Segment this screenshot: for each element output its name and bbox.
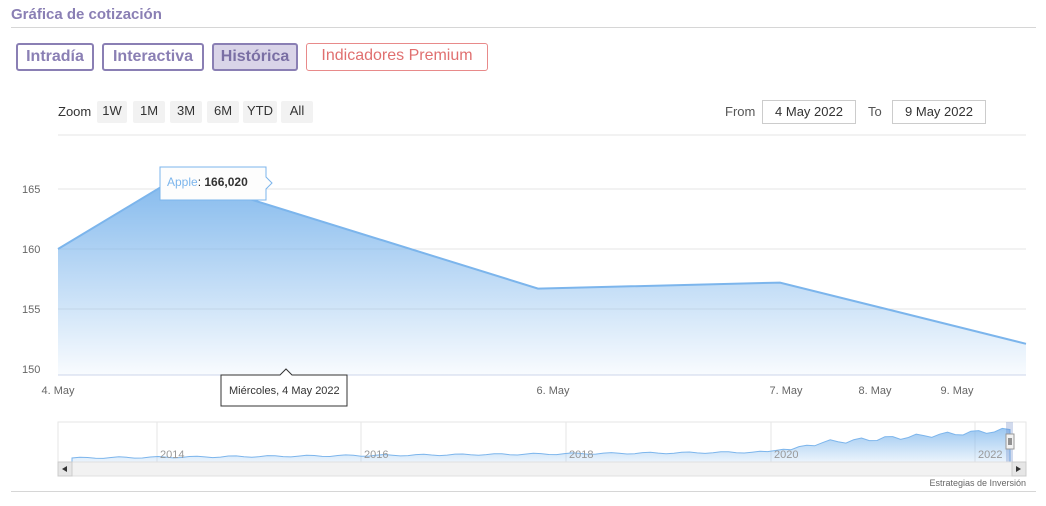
svg-text:Apple: 166,020: Apple: 166,020 [167, 175, 248, 189]
y-tick-label: 165 [22, 184, 40, 196]
title-divider [11, 27, 1036, 28]
navigator-year-label: 2014 [160, 449, 184, 461]
tooltip-date: Miércoles, 4 May 2022 [229, 385, 340, 397]
to-label: To [868, 104, 882, 119]
series-area [58, 176, 1026, 375]
zoom-1w-button[interactable]: 1W [97, 101, 127, 123]
scrollbar[interactable] [57, 461, 1027, 477]
zoom-1m-button[interactable]: 1M [133, 101, 165, 123]
to-date-input[interactable]: 9 May 2022 [892, 100, 986, 124]
navigator-year-label: 2020 [774, 449, 798, 461]
zoom-3m-button[interactable]: 3M [170, 101, 202, 123]
x-tick-label: 6. May [536, 385, 570, 397]
series-line [57, 175, 1027, 345]
y-tick-label: 155 [22, 304, 40, 316]
tooltip-series-name: Apple [167, 175, 198, 189]
navigator-year-label: 2018 [569, 449, 593, 461]
scroll-left-icon [62, 466, 67, 472]
y-tick-label: 150 [22, 364, 40, 376]
y-axis-labels: 150 155 160 165 [22, 184, 40, 376]
tab-interactiva[interactable]: Interactiva [102, 43, 204, 71]
zoom-label: Zoom [58, 104, 92, 119]
date-tooltip: Miércoles, 4 May 2022 [220, 368, 348, 407]
scroll-right-icon [1016, 466, 1021, 472]
x-tick-label: 8. May [858, 385, 892, 397]
y-tick-label: 160 [22, 244, 40, 256]
tab-indicadores-premium[interactable]: Indicadores Premium [306, 43, 488, 71]
x-tick-label: 9. May [940, 385, 974, 397]
tab-intradia[interactable]: Intradía [16, 43, 94, 71]
navigator-year-labels: 2014 2016 2018 2020 2022 [160, 449, 1002, 461]
tooltip-value: 166,020 [204, 175, 248, 189]
x-tick-label: 7. May [769, 385, 803, 397]
navigator-handle[interactable] [1005, 433, 1015, 450]
navigator-year-label: 2016 [364, 449, 388, 461]
value-tooltip: Apple: 166,020 [159, 166, 273, 201]
chart-credit: Estrategias de Inversión [929, 478, 1026, 488]
x-tick-label: 4. May [41, 385, 75, 397]
zoom-all-button[interactable]: All [281, 101, 313, 123]
x-axis-labels: 4. May 6. May 7. May 8. May 9. May [41, 385, 974, 397]
from-label: From [725, 104, 756, 119]
tab-historica[interactable]: Histórica [212, 43, 298, 71]
navigator-year-label: 2022 [978, 449, 1002, 461]
zoom-6m-button[interactable]: 6M [207, 101, 239, 123]
navigator[interactable]: 2014 2016 2018 2020 2022 [57, 421, 1027, 463]
zoom-ytd-button[interactable]: YTD [243, 101, 277, 123]
navigator-series [71, 427, 1011, 463]
section-title: Gráfica de cotización [11, 6, 162, 23]
from-date-input[interactable]: 4 May 2022 [762, 100, 856, 124]
bottom-divider [11, 491, 1036, 492]
